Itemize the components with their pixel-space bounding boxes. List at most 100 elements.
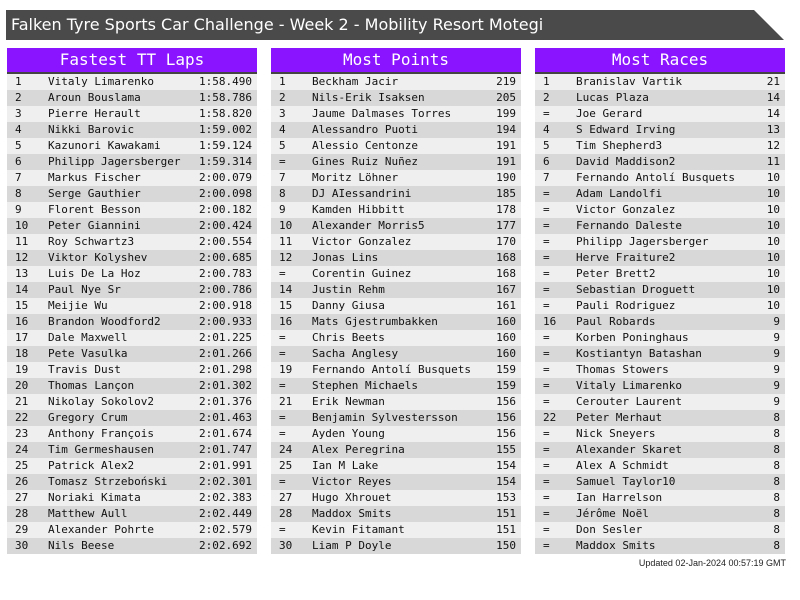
driver-name-cell: Nils Beese bbox=[48, 539, 115, 552]
driver-name-cell: Alex A Schmidt bbox=[576, 459, 669, 472]
rank-cell: 20 bbox=[15, 379, 29, 392]
value-cell: 2:01.298 bbox=[199, 363, 252, 376]
table-row: 29 Alexander Pohrte 2:02.579 bbox=[7, 522, 257, 538]
rank-cell: 4 bbox=[279, 123, 286, 136]
leaderboard-rows: 1 Branislav Vartik 21 2 Lucas Plaza 14 = Joe Ge… bbox=[535, 74, 785, 554]
table-row: 13 Luis De La Hoz 2:00.783 bbox=[7, 266, 257, 282]
driver-name-cell: Victor Gonzalez bbox=[312, 235, 412, 248]
table-row: 6 David Maddison2 11 bbox=[535, 154, 785, 170]
value-cell: 2:01.747 bbox=[199, 443, 252, 456]
rank-cell: = bbox=[543, 523, 550, 536]
driver-name-cell: Viktor Kolyshev bbox=[48, 251, 148, 264]
driver-name-cell: David Maddison2 bbox=[576, 155, 676, 168]
rank-cell: 21 bbox=[279, 395, 293, 408]
driver-name-cell: Jaume Dalmases Torres bbox=[312, 107, 452, 120]
rank-cell: 30 bbox=[279, 539, 293, 552]
rank-cell: 11 bbox=[15, 235, 29, 248]
value-cell: 160 bbox=[496, 347, 516, 360]
driver-name-cell: Alexander Pohrte bbox=[48, 523, 154, 536]
table-row: 9 Florent Besson 2:00.182 bbox=[7, 202, 257, 218]
driver-name-cell: Kevin Fitamant bbox=[312, 523, 405, 536]
table-row: = Ian Harrelson 8 bbox=[535, 490, 785, 506]
rank-cell: 18 bbox=[15, 347, 29, 360]
rank-cell: = bbox=[279, 523, 286, 536]
driver-name-cell: Meijie Wu bbox=[48, 299, 108, 312]
value-cell: 10 bbox=[766, 267, 780, 280]
table-row: = Nick Sneyers 8 bbox=[535, 426, 785, 442]
table-row: = Kostiantyn Batashan 9 bbox=[535, 346, 785, 362]
value-cell: 191 bbox=[496, 139, 516, 152]
table-row: 26 Tomasz Strzeboński 2:02.301 bbox=[7, 474, 257, 490]
rank-cell: 4 bbox=[543, 123, 550, 136]
driver-name-cell: Dale Maxwell bbox=[48, 331, 128, 344]
rank-cell: 9 bbox=[15, 203, 22, 216]
table-row: = Peter Brett2 10 bbox=[535, 266, 785, 282]
rank-cell: 30 bbox=[15, 539, 29, 552]
rank-cell: 14 bbox=[279, 283, 293, 296]
table-row: 8 DJ AIessandrini 185 bbox=[271, 186, 521, 202]
value-cell: 151 bbox=[496, 507, 516, 520]
rank-cell: 13 bbox=[15, 267, 29, 280]
rank-cell: 8 bbox=[15, 187, 22, 200]
rank-cell: 16 bbox=[543, 315, 557, 328]
value-cell: 168 bbox=[496, 251, 516, 264]
rank-cell: 25 bbox=[279, 459, 293, 472]
table-row: 7 Fernando Antolí Busquets 10 bbox=[535, 170, 785, 186]
driver-name-cell: Adam Landolfi bbox=[576, 187, 663, 200]
driver-name-cell: Nikki Barovic bbox=[48, 123, 135, 136]
leaderboard-rows: 1 Beckham Jacir 219 2 Nils-Erik Isaksen 205 3 J… bbox=[271, 74, 521, 554]
value-cell: 2:00.424 bbox=[199, 219, 252, 232]
table-row: 15 Danny Giusa 161 bbox=[271, 298, 521, 314]
value-cell: 194 bbox=[496, 123, 516, 136]
value-cell: 2:02.692 bbox=[199, 539, 252, 552]
value-cell: 1:59.002 bbox=[199, 123, 252, 136]
table-row: 2 Nils-Erik Isaksen 205 bbox=[271, 90, 521, 106]
value-cell: 2:01.266 bbox=[199, 347, 252, 360]
table-row: 7 Markus Fischer 2:00.079 bbox=[7, 170, 257, 186]
table-row: 9 Kamden Hibbitt 178 bbox=[271, 202, 521, 218]
table-row: 12 Viktor Kolyshev 2:00.685 bbox=[7, 250, 257, 266]
value-cell: 159 bbox=[496, 379, 516, 392]
value-cell: 8 bbox=[773, 507, 780, 520]
value-cell: 8 bbox=[773, 475, 780, 488]
table-row: 25 Ian M Lake 154 bbox=[271, 458, 521, 474]
panel-heading: Fastest TT Laps bbox=[7, 48, 257, 74]
rank-cell: 27 bbox=[279, 491, 293, 504]
rank-cell: 9 bbox=[279, 203, 286, 216]
rank-cell: 2 bbox=[543, 91, 550, 104]
value-cell: 9 bbox=[773, 395, 780, 408]
rank-cell: 6 bbox=[15, 155, 22, 168]
value-cell: 156 bbox=[496, 411, 516, 424]
driver-name-cell: Noriaki Kimata bbox=[48, 491, 141, 504]
value-cell: 2:02.449 bbox=[199, 507, 252, 520]
value-cell: 2:02.383 bbox=[199, 491, 252, 504]
value-cell: 8 bbox=[773, 443, 780, 456]
table-row: 5 Kazunori Kawakami 1:59.124 bbox=[7, 138, 257, 154]
value-cell: 9 bbox=[773, 347, 780, 360]
rank-cell: 19 bbox=[279, 363, 293, 376]
value-cell: 2:00.783 bbox=[199, 267, 252, 280]
table-row: 30 Liam P Doyle 150 bbox=[271, 538, 521, 554]
rank-cell: 24 bbox=[15, 443, 29, 456]
rank-cell: 2 bbox=[15, 91, 22, 104]
driver-name-cell: Kamden Hibbitt bbox=[312, 203, 405, 216]
value-cell: 159 bbox=[496, 363, 516, 376]
rank-cell: 16 bbox=[279, 315, 293, 328]
driver-name-cell: Branislav Vartik bbox=[576, 75, 682, 88]
table-row: 4 Nikki Barovic 1:59.002 bbox=[7, 122, 257, 138]
rank-cell: = bbox=[279, 331, 286, 344]
value-cell: 10 bbox=[766, 299, 780, 312]
driver-name-cell: Peter Giannini bbox=[48, 219, 141, 232]
panel-most-points: Most Points 1 Beckham Jacir 219 2 Nils-Erik … bbox=[271, 48, 521, 554]
table-row: = Kevin Fitamant 151 bbox=[271, 522, 521, 538]
table-row: = Sebastian Droguett 10 bbox=[535, 282, 785, 298]
driver-name-cell: Alexander Skaret bbox=[576, 443, 682, 456]
table-row: 3 Pierre Herault 1:58.820 bbox=[7, 106, 257, 122]
table-row: 21 Erik Newman 156 bbox=[271, 394, 521, 410]
table-row: = Fernando Daleste 10 bbox=[535, 218, 785, 234]
driver-name-cell: Stephen Michaels bbox=[312, 379, 418, 392]
value-cell: 10 bbox=[766, 171, 780, 184]
driver-name-cell: Corentin Guinez bbox=[312, 267, 412, 280]
value-cell: 2:01.463 bbox=[199, 411, 252, 424]
table-row: 4 S Edward Irving 13 bbox=[535, 122, 785, 138]
